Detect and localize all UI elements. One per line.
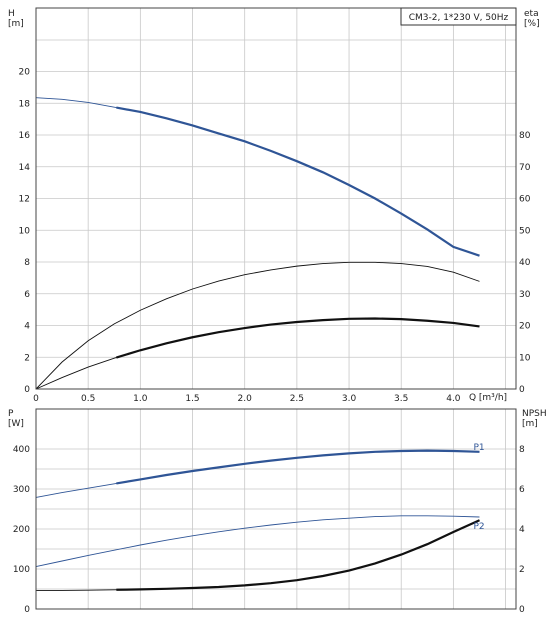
bottom-panel-frame (35, 408, 517, 610)
npsh-tick-label: 8 (519, 445, 525, 455)
head-tick-label: 0 (24, 385, 30, 395)
chart-title: CM3-2, 1*230 V, 50Hz (409, 13, 509, 23)
bottom-curve-1 (35, 515, 480, 568)
x-tick-label: 1.0 (133, 394, 148, 404)
head-tick-label: 16 (19, 131, 31, 141)
power-tick-label: 0 (24, 605, 30, 615)
npsh-tick-label: 4 (519, 525, 525, 535)
npsh-axis-label: NPSH (522, 409, 547, 419)
eta-tick-label: 20 (519, 322, 531, 332)
eta-tick-label: 0 (519, 385, 525, 395)
power-axis-label: P (8, 409, 14, 419)
x-tick-label: 3.0 (342, 394, 357, 404)
eta-tick-label: 10 (519, 353, 531, 363)
head-axis-label: H (8, 9, 15, 19)
head-axis-label: [m] (8, 19, 24, 29)
head-tick-label: 6 (24, 290, 30, 300)
eta-tick-label: 80 (519, 131, 531, 141)
top-panel-curves (35, 97, 480, 390)
head-tick-label: 10 (19, 226, 31, 236)
eta-tick-label: 50 (519, 226, 531, 236)
power-tick-label: 200 (13, 525, 30, 535)
x-tick-label: 1.5 (185, 394, 199, 404)
bottom-panel-curves (35, 449, 480, 591)
bottom-curve-2-operating-range (116, 519, 480, 591)
x-axis-label: Q [m³/h] (469, 393, 507, 403)
top-curve-0-operating-range (116, 106, 480, 257)
x-tick-label: 3.5 (394, 394, 408, 404)
power-axis-label: [W] (8, 419, 24, 429)
x-tick-label: 0.5 (81, 394, 95, 404)
head-tick-label: 4 (24, 322, 30, 332)
npsh-tick-label: 2 (519, 565, 525, 575)
top-curve-1 (35, 261, 480, 390)
x-tick-label: 2.5 (290, 394, 304, 404)
head-tick-label: 20 (19, 68, 31, 78)
power-tick-label: 100 (13, 565, 30, 575)
x-tick-label: 2.0 (238, 394, 253, 404)
top-panel-frame (35, 7, 517, 390)
head-tick-label: 8 (24, 258, 30, 268)
head-tick-label: 14 (19, 163, 31, 173)
eta-axis-label: [%] (524, 19, 540, 29)
npsh-tick-label: 6 (519, 485, 525, 495)
series-label-p1: P1 (473, 443, 484, 453)
head-tick-label: 18 (19, 99, 31, 109)
head-tick-label: 2 (24, 353, 30, 363)
power-tick-label: 400 (13, 445, 30, 455)
head-tick-label: 12 (19, 195, 30, 205)
x-tick-label: 4.0 (446, 394, 461, 404)
power-tick-label: 300 (13, 485, 30, 495)
axis-labels: 0 0.5 1.0 1.5 2.0 2.5 3.0 3.5 4.0 0 2 4 6 8 10 12 14 16 18… (8, 9, 547, 615)
eta-axis-label: eta (524, 9, 539, 19)
npsh-axis-label: [m] (522, 419, 538, 429)
npsh-tick-label: 0 (519, 605, 525, 615)
eta-tick-label: 70 (519, 163, 531, 173)
eta-tick-label: 30 (519, 290, 531, 300)
bottom-curve-0-operating-range (116, 449, 480, 485)
eta-tick-label: 40 (519, 258, 531, 268)
series-label-p2: P2 (473, 522, 484, 532)
top-curve-2-operating-range (116, 317, 480, 359)
x-tick-label: 0 (33, 394, 39, 404)
chart-title-box (400, 7, 517, 26)
eta-tick-label: 60 (519, 195, 531, 205)
